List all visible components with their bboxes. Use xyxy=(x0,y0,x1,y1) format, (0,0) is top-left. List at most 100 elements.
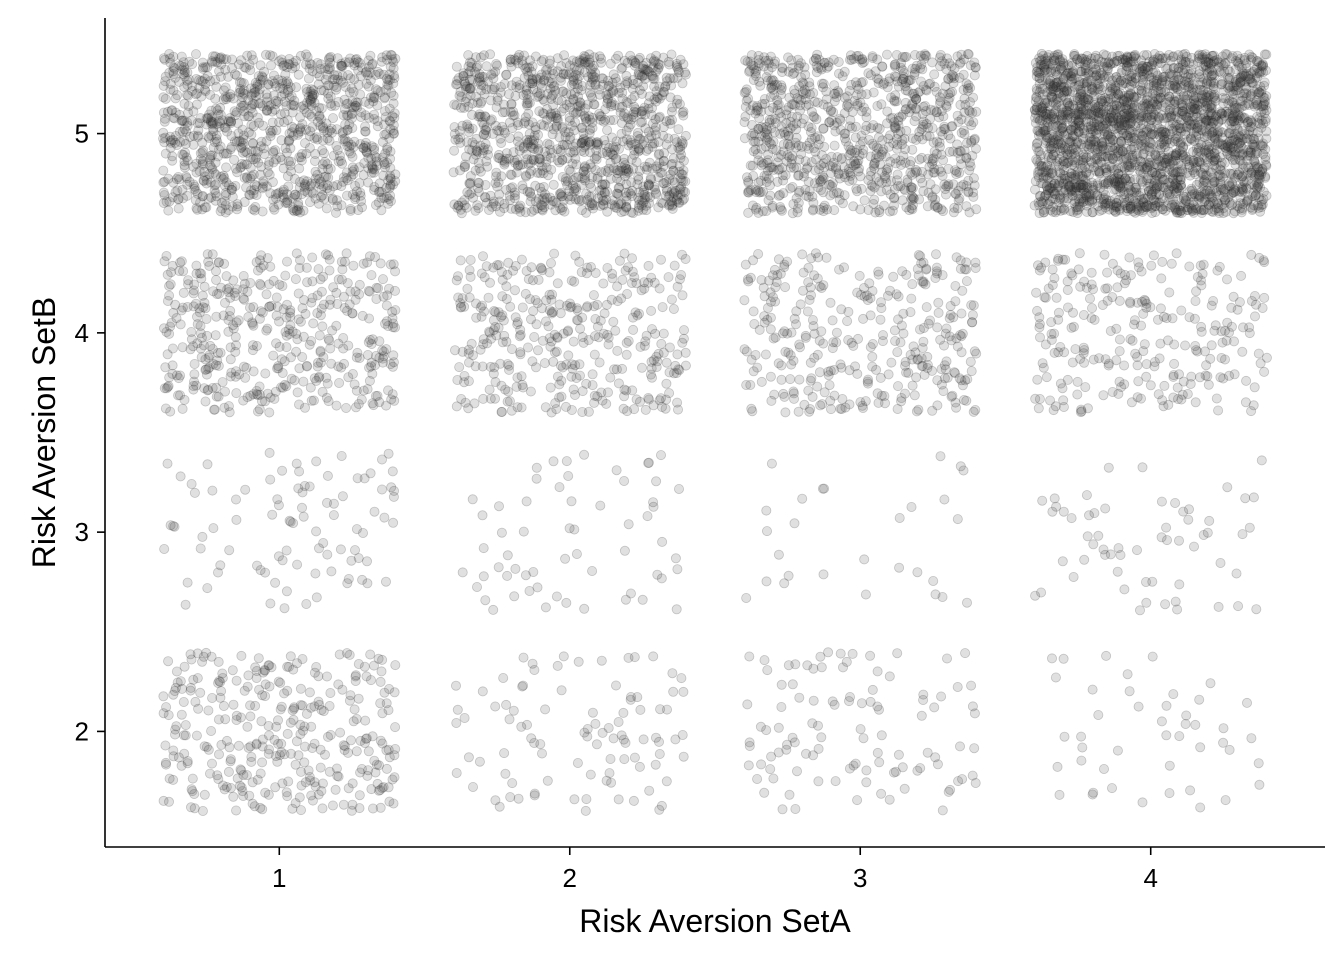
data-point xyxy=(865,650,876,661)
data-point xyxy=(295,719,306,730)
data-point xyxy=(196,352,207,363)
data-point xyxy=(911,406,922,417)
data-point xyxy=(229,106,240,117)
data-point xyxy=(380,318,391,329)
data-point xyxy=(307,743,318,754)
data-point xyxy=(484,384,495,395)
data-point xyxy=(191,260,202,271)
data-point xyxy=(296,502,307,513)
data-point xyxy=(527,658,538,669)
data-point xyxy=(1141,577,1152,588)
data-point xyxy=(560,553,571,564)
data-point xyxy=(227,320,238,331)
data-point xyxy=(519,118,530,129)
data-point xyxy=(1153,389,1164,400)
data-point xyxy=(279,749,290,760)
data-point xyxy=(643,260,654,271)
data-point xyxy=(294,262,305,273)
data-point xyxy=(571,56,582,67)
data-point xyxy=(254,255,265,266)
data-point xyxy=(492,60,503,71)
data-point xyxy=(765,180,776,191)
data-point xyxy=(277,367,288,378)
data-point xyxy=(522,719,533,730)
data-point xyxy=(569,88,580,99)
data-point xyxy=(248,320,259,331)
data-point xyxy=(306,790,317,801)
data-point xyxy=(776,702,787,713)
data-point xyxy=(349,74,360,85)
data-point xyxy=(1032,374,1043,385)
data-point xyxy=(1240,493,1251,504)
data-point xyxy=(1139,294,1150,305)
data-point xyxy=(876,99,887,110)
data-point xyxy=(759,291,770,302)
data-point xyxy=(336,362,347,373)
data-point xyxy=(313,671,324,682)
data-point xyxy=(923,318,934,329)
data-point xyxy=(203,744,214,755)
data-point xyxy=(1047,653,1058,664)
data-point xyxy=(582,262,593,273)
data-point xyxy=(195,543,206,554)
data-point xyxy=(276,738,287,749)
data-point xyxy=(1059,347,1070,358)
data-point xyxy=(746,50,757,61)
data-point xyxy=(367,398,378,409)
data-point xyxy=(260,368,271,379)
data-point xyxy=(1237,346,1248,357)
data-point xyxy=(618,111,629,122)
data-point xyxy=(1034,393,1045,404)
data-point xyxy=(520,570,531,581)
data-point xyxy=(265,50,276,61)
data-point xyxy=(807,718,818,729)
data-point xyxy=(284,328,295,339)
data-point xyxy=(585,198,596,209)
data-point xyxy=(794,692,805,703)
data-point xyxy=(920,50,931,61)
data-point xyxy=(173,752,184,763)
data-point xyxy=(484,277,495,288)
data-point xyxy=(347,368,358,379)
data-point xyxy=(559,103,570,114)
data-point xyxy=(169,113,180,124)
data-point xyxy=(651,476,662,487)
data-point xyxy=(543,76,554,87)
data-point xyxy=(255,280,266,291)
data-point xyxy=(605,115,616,126)
data-point xyxy=(510,260,521,271)
data-point xyxy=(1251,604,1262,615)
data-point xyxy=(669,260,680,271)
data-point xyxy=(223,766,234,777)
data-point xyxy=(912,263,923,274)
data-point xyxy=(383,782,394,793)
data-point xyxy=(499,79,510,90)
data-point xyxy=(806,123,817,134)
data-point xyxy=(242,286,253,297)
data-point xyxy=(623,262,634,273)
data-point xyxy=(316,286,327,297)
data-point xyxy=(367,368,378,379)
data-point xyxy=(311,662,322,673)
data-point xyxy=(921,302,932,313)
data-point xyxy=(265,261,276,272)
data-point xyxy=(677,730,688,741)
data-point xyxy=(276,747,287,758)
data-point xyxy=(164,290,175,301)
data-point xyxy=(741,346,752,357)
data-point xyxy=(577,406,588,417)
data-point xyxy=(225,754,236,765)
data-point xyxy=(966,366,977,377)
data-point xyxy=(345,203,356,214)
data-point xyxy=(616,730,627,741)
data-point xyxy=(489,393,500,404)
data-point xyxy=(341,648,352,659)
data-point xyxy=(364,362,375,373)
data-point xyxy=(1094,353,1105,364)
data-point xyxy=(551,346,562,357)
data-point xyxy=(285,717,296,728)
data-point xyxy=(301,360,312,371)
data-point xyxy=(170,137,181,148)
data-point xyxy=(160,740,171,751)
data-point xyxy=(377,738,388,749)
